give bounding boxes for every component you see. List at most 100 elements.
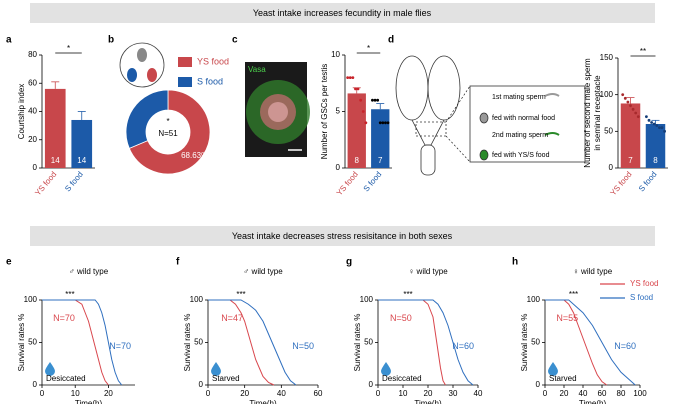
data-point — [356, 87, 360, 91]
data-point — [660, 126, 664, 130]
n-label: N=60 — [614, 341, 636, 351]
data-point — [655, 124, 659, 127]
legend-swatch — [178, 77, 192, 87]
survival-curve — [545, 299, 608, 386]
data-point — [650, 121, 653, 124]
x-axis-label: Time(h) — [414, 399, 442, 404]
data-point — [621, 93, 625, 97]
panel-letter: f — [176, 257, 180, 268]
bar — [44, 88, 66, 168]
data-point — [386, 121, 390, 125]
significance: *** — [569, 290, 578, 299]
n-label: N=70 — [53, 313, 75, 323]
x-tick-label: 0 — [40, 389, 45, 398]
fly-icons — [119, 42, 165, 88]
y-tick-label: 50 — [364, 338, 373, 347]
panel-letter: c — [232, 35, 238, 46]
x-tick-label: 40 — [474, 389, 483, 398]
survival-curve — [378, 299, 446, 386]
y-tick-label: 0 — [33, 163, 38, 172]
category-label: S food — [63, 170, 85, 194]
x-tick-label: 40 — [579, 389, 588, 398]
n-label: 14 — [51, 156, 60, 165]
legend-label: S food — [630, 293, 653, 302]
y-tick-label: 50 — [194, 338, 203, 347]
diagram-label: fed with YS/S food — [492, 152, 550, 159]
data-point — [364, 121, 368, 125]
y-tick-label: 80 — [28, 50, 37, 59]
y-axis-label: Survival rates % — [17, 314, 26, 372]
chart-title: ♀ wild type — [408, 267, 448, 276]
condition-label: Starved — [212, 374, 240, 383]
condition-icon — [381, 362, 391, 376]
category-label: S food — [362, 170, 384, 194]
data-point — [361, 110, 365, 113]
category-label: YS food — [33, 170, 58, 198]
y-tick-label: 50 — [531, 338, 540, 347]
legend-label: YS food — [197, 56, 229, 66]
x-axis-label: Time(h) — [249, 399, 277, 404]
n-label: N=55 — [556, 313, 578, 323]
condition-icon — [211, 362, 221, 376]
data-point — [629, 104, 632, 108]
panel-letter: e — [6, 257, 12, 268]
data-point — [658, 126, 661, 130]
data-point — [626, 100, 630, 104]
significance: *** — [403, 290, 412, 299]
x-tick-label: 0 — [543, 389, 548, 398]
y-tick-label: 100 — [600, 90, 614, 99]
y-tick-label: 0 — [536, 380, 541, 389]
y-tick-label: 10 — [331, 50, 340, 59]
x-tick-label: 20 — [104, 389, 113, 398]
x-tick-label: 20 — [240, 389, 249, 398]
significance: ** — [640, 47, 646, 56]
ovary-diagram — [395, 55, 586, 176]
panel-letter: a — [6, 35, 12, 46]
y-tick-label: 20 — [28, 135, 37, 144]
panel-letter: d — [388, 35, 394, 46]
n-label: 7 — [378, 156, 383, 165]
bar — [71, 119, 93, 168]
survival-curve — [378, 299, 474, 386]
y-axis-label: Number of second male sperm — [583, 58, 592, 168]
data-point — [373, 98, 377, 102]
x-tick-label: 80 — [617, 389, 626, 398]
x-tick-label: 20 — [560, 389, 569, 398]
condition-label: Desiccated — [382, 374, 422, 383]
y-tick-label: 40 — [28, 107, 37, 116]
x-tick-label: 40 — [277, 389, 286, 398]
x-tick-label: 60 — [598, 389, 607, 398]
n-label: N=50 — [292, 341, 314, 351]
y-tick-label: 100 — [190, 295, 204, 304]
x-tick-label: 10 — [399, 389, 408, 398]
x-tick-label: 60 — [314, 389, 323, 398]
banner — [30, 3, 655, 23]
condition-label: Desiccated — [46, 374, 86, 383]
data-point — [354, 87, 357, 91]
condition-icon — [548, 362, 558, 376]
x-tick-label: 20 — [424, 389, 433, 398]
bar — [620, 103, 641, 168]
y-axis-label: Courtship index — [17, 84, 26, 140]
x-tick-label: 10 — [71, 389, 80, 398]
data-point — [647, 118, 651, 122]
panel-letter: g — [346, 257, 352, 268]
x-axis-label: Time(h) — [579, 399, 607, 404]
survival-curve — [42, 299, 109, 386]
data-point — [359, 98, 363, 102]
diagram-label: fed with normal food — [492, 115, 555, 122]
legend-label: S food — [197, 76, 223, 86]
condition-icon — [45, 362, 55, 376]
image-label: Vasa — [248, 65, 266, 74]
pie-slice — [125, 89, 169, 149]
diagram-label: 1st mating sperm — [492, 94, 546, 101]
n-label: 8 — [355, 156, 360, 165]
category-label: YS food — [335, 170, 360, 198]
y-tick-label: 0 — [199, 380, 204, 389]
chart-title: ♂ wild type — [243, 267, 283, 276]
data-point — [631, 107, 635, 111]
y-tick-label: 0 — [369, 380, 374, 389]
y-tick-label: 50 — [604, 126, 613, 135]
data-point — [652, 122, 656, 126]
y-tick-label: 50 — [28, 338, 37, 347]
